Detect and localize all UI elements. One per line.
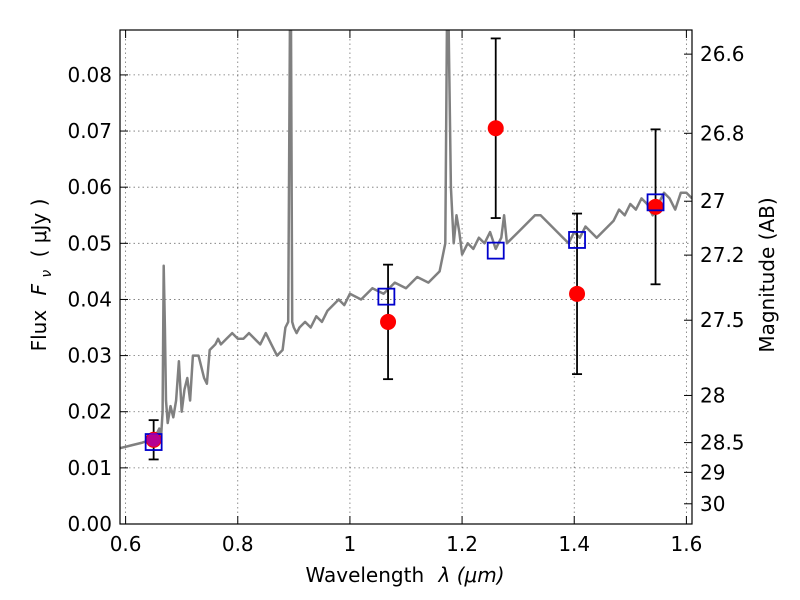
y2-axis-label: Magnitude (AB) [755,197,779,352]
x-axis-label-text: Wavelength [305,563,424,587]
y-axis-label-math: F [27,283,51,295]
y-axis-label-sub: ν [39,270,55,278]
y-tick-label: 0.06 [67,175,112,199]
y2-tick-label: 28.5 [700,431,745,455]
ticks: 0.6 0.8 1 1.2 1.4 1.6 0.00 0.01 0.02 0.03 0.04 0.05… [67,30,745,556]
observed-point [380,313,397,330]
y2-tick-label: 29 [700,460,725,484]
y2-tick-label: 30 [700,492,725,516]
y-tick-label: 0.07 [67,119,112,143]
y2-tick-label: 27 [700,189,725,213]
y-tick-label: 0.02 [67,400,112,424]
grid [120,30,692,524]
x-axis-label: Wavelength λ (μm) [305,563,504,587]
x-tick-label: 1.6 [670,532,702,556]
x-axis-label-math: λ (μm) [438,563,505,587]
x-tick-label: 1.2 [446,532,478,556]
model-point [568,231,586,249]
model-point [486,241,505,260]
x-tick-label: 0.8 [222,532,254,556]
y2-tick-label: 27.5 [700,308,745,332]
overlap-point [146,432,161,447]
plot-data [120,30,692,461]
x-tick-label: 1.4 [558,532,590,556]
x-tick-label: 1 [344,532,357,556]
y-axis-label-unit: ( μJy ) [27,199,51,258]
x-tick-label: 0.6 [110,532,142,556]
y2-tick-label: 26.8 [700,121,745,145]
plot-frame [119,29,693,525]
y-tick-label: 0.08 [67,63,112,87]
model-point [377,287,396,306]
y-tick-label: 0.05 [67,231,112,255]
observed-point [569,285,586,302]
y-tick-label: 0.04 [67,287,112,311]
sed-model-line [120,30,692,450]
y2-tick-label: 26.6 [700,42,745,66]
y-tick-label: 0.01 [67,456,112,480]
y2-tick-label: 28 [700,383,725,407]
observed-point [647,198,664,215]
y-axis-label: Flux F ν ( μJy ) [27,199,56,352]
y-axis-label-text: Flux [27,310,51,352]
y-tick-label: 0.03 [67,344,112,368]
y2-tick-label: 27.2 [700,243,745,267]
y-tick-label: 0.00 [67,512,112,536]
observed-point [487,120,504,137]
model-point [646,193,665,212]
